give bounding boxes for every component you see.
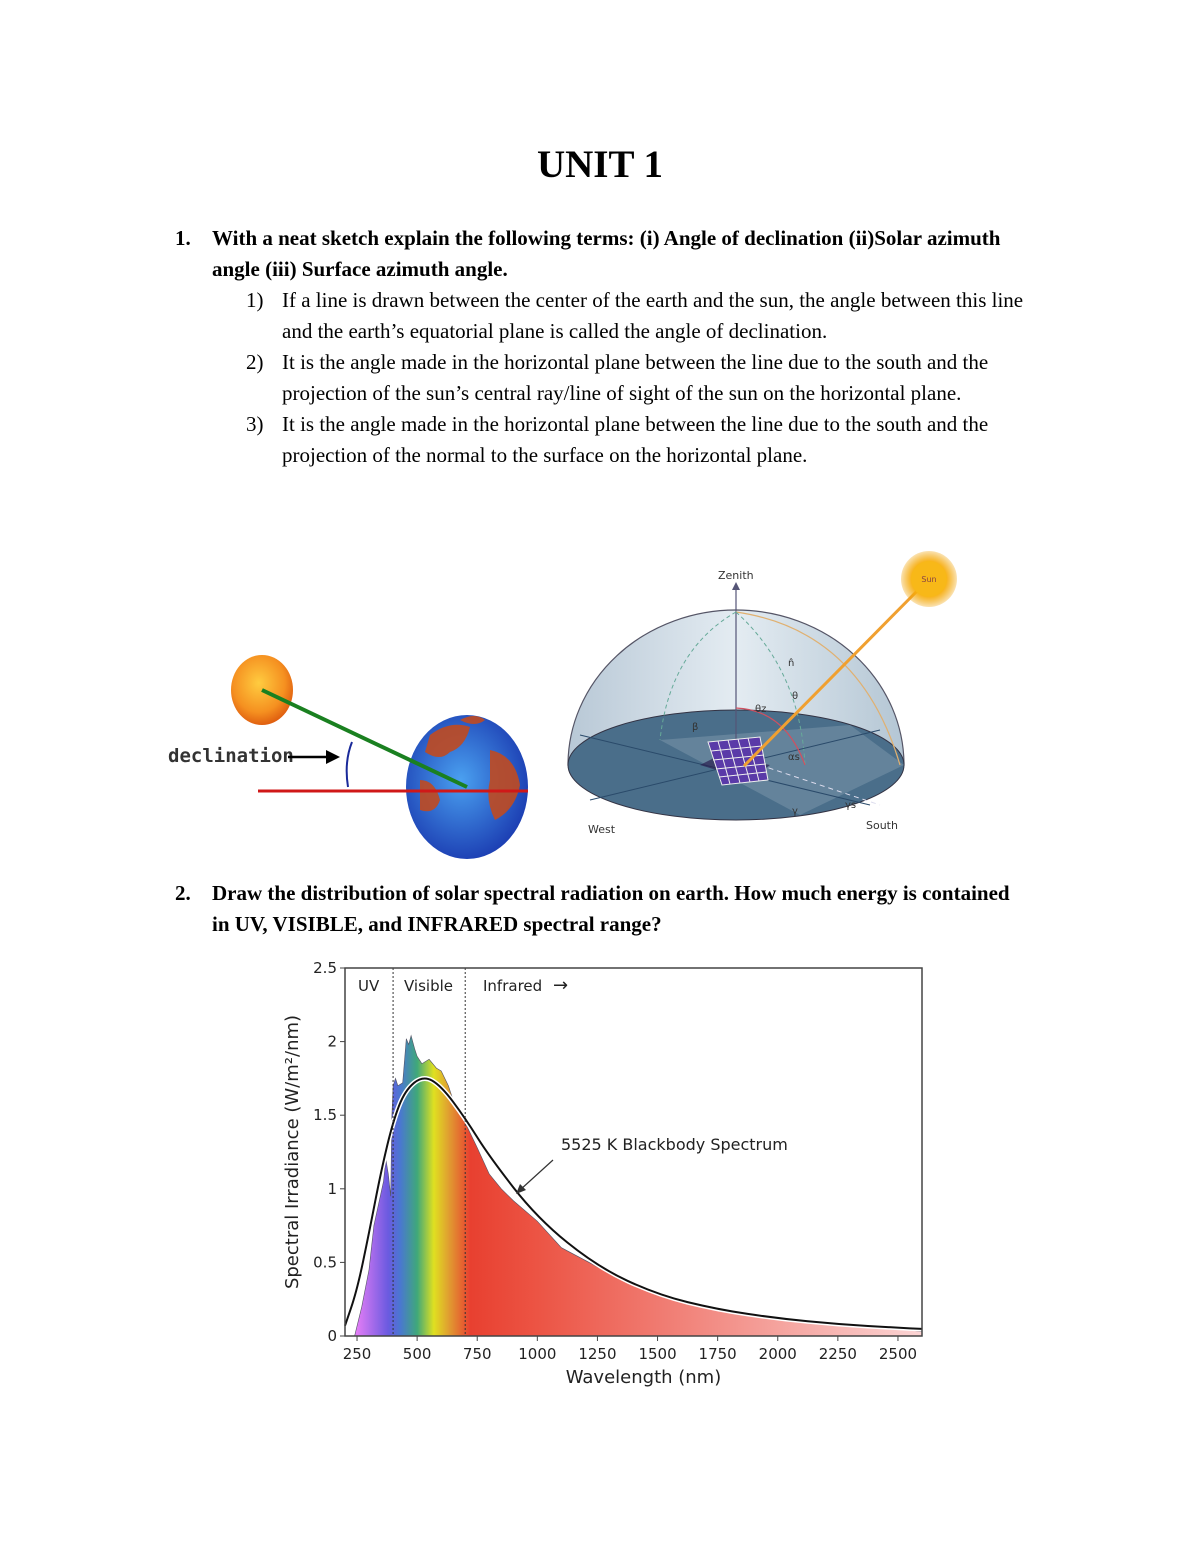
question-number: 2. [175, 881, 191, 905]
normal-symbol: n̂ [788, 657, 794, 669]
infrared-arrow-icon: → [553, 975, 568, 996]
item-number: 3) [246, 412, 264, 436]
question-text: With a neat sketch explain the following… [212, 226, 1001, 281]
theta-symbol: θ [792, 691, 798, 702]
blackbody-annotation: 5525 K Blackbody Spectrum [561, 1135, 788, 1154]
y-tick-label: 1.5 [313, 1106, 337, 1124]
list-item: 1) If a line is drawn between the center … [246, 285, 1046, 347]
tilt-angle-symbol: β [692, 722, 698, 733]
sun-label: Sun [921, 575, 936, 584]
solar-angles-dome-figure: Sun Zenith West South n̂ θ θz β αs γ γs [567, 551, 957, 836]
x-tick-label: 1500 [638, 1345, 676, 1363]
x-tick-label: 2500 [879, 1345, 917, 1363]
y-axis-label: Spectral Irradiance (W/m²/nm) [282, 1015, 303, 1289]
south-label: South [866, 819, 898, 832]
zenith-angle-symbol: θz [755, 704, 766, 715]
blackbody-line [344, 1077, 923, 1330]
west-label: West [588, 823, 616, 836]
x-tick-label: 500 [403, 1345, 432, 1363]
surface-azimuth-symbol: γ [792, 806, 798, 817]
x-tick-label: 1000 [518, 1345, 556, 1363]
spectrum-area [354, 1034, 923, 1337]
solar-panel-icon [707, 736, 769, 786]
sun-earth-line [261, 688, 468, 789]
zenith-label: Zenith [718, 569, 754, 582]
list-item: 2) It is the angle made in the horizontal… [246, 347, 1046, 409]
y-tick-label: 1 [327, 1180, 337, 1198]
x-tick-label: 2250 [819, 1345, 857, 1363]
y-tick-label: 0.5 [313, 1253, 337, 1271]
item-text: It is the angle made in the horizontal p… [282, 412, 989, 467]
plot-frame [344, 967, 923, 1337]
item-text: It is the angle made in the horizontal p… [282, 350, 989, 405]
x-axis-label: Wavelength (nm) [566, 1367, 722, 1388]
x-tick-label: 250 [343, 1345, 372, 1363]
question-text: Draw the distribution of solar spectral … [212, 881, 1010, 936]
earth-continents [420, 716, 520, 820]
x-tick-label: 750 [463, 1345, 492, 1363]
annotation-arrow [519, 1159, 554, 1191]
sun-icon: Sun [901, 551, 957, 607]
declination-angle-arc [345, 741, 353, 788]
region-label-infrared: Infrared [483, 977, 542, 995]
y-tick-label: 0 [327, 1327, 337, 1345]
declination-figure: declination [168, 655, 528, 859]
annotation-arrowhead [516, 1184, 526, 1194]
answer-list: 1) If a line is drawn between the center … [246, 285, 1046, 471]
page-title: UNIT 1 [536, 143, 664, 186]
y-tick-label: 2 [327, 1033, 337, 1051]
list-item: 3) It is the angle made in the horizontal… [246, 409, 1046, 471]
region-label-uv: UV [358, 977, 380, 995]
item-number: 2) [246, 350, 264, 374]
item-number: 1) [246, 288, 264, 312]
x-tick-label: 1250 [578, 1345, 616, 1363]
x-tick-label: 2000 [759, 1345, 797, 1363]
y-tick-label: 2.5 [313, 959, 337, 977]
solar-azimuth-symbol: γs [845, 800, 856, 811]
x-tick-label: 1750 [699, 1345, 737, 1363]
item-text: If a line is drawn between the center of… [282, 288, 1024, 343]
region-label-visible: Visible [404, 977, 453, 995]
sun-ray [742, 578, 930, 768]
solar-altitude-symbol: αs [788, 752, 800, 763]
question-number: 1. [175, 226, 191, 250]
declination-label: declination [168, 745, 294, 767]
